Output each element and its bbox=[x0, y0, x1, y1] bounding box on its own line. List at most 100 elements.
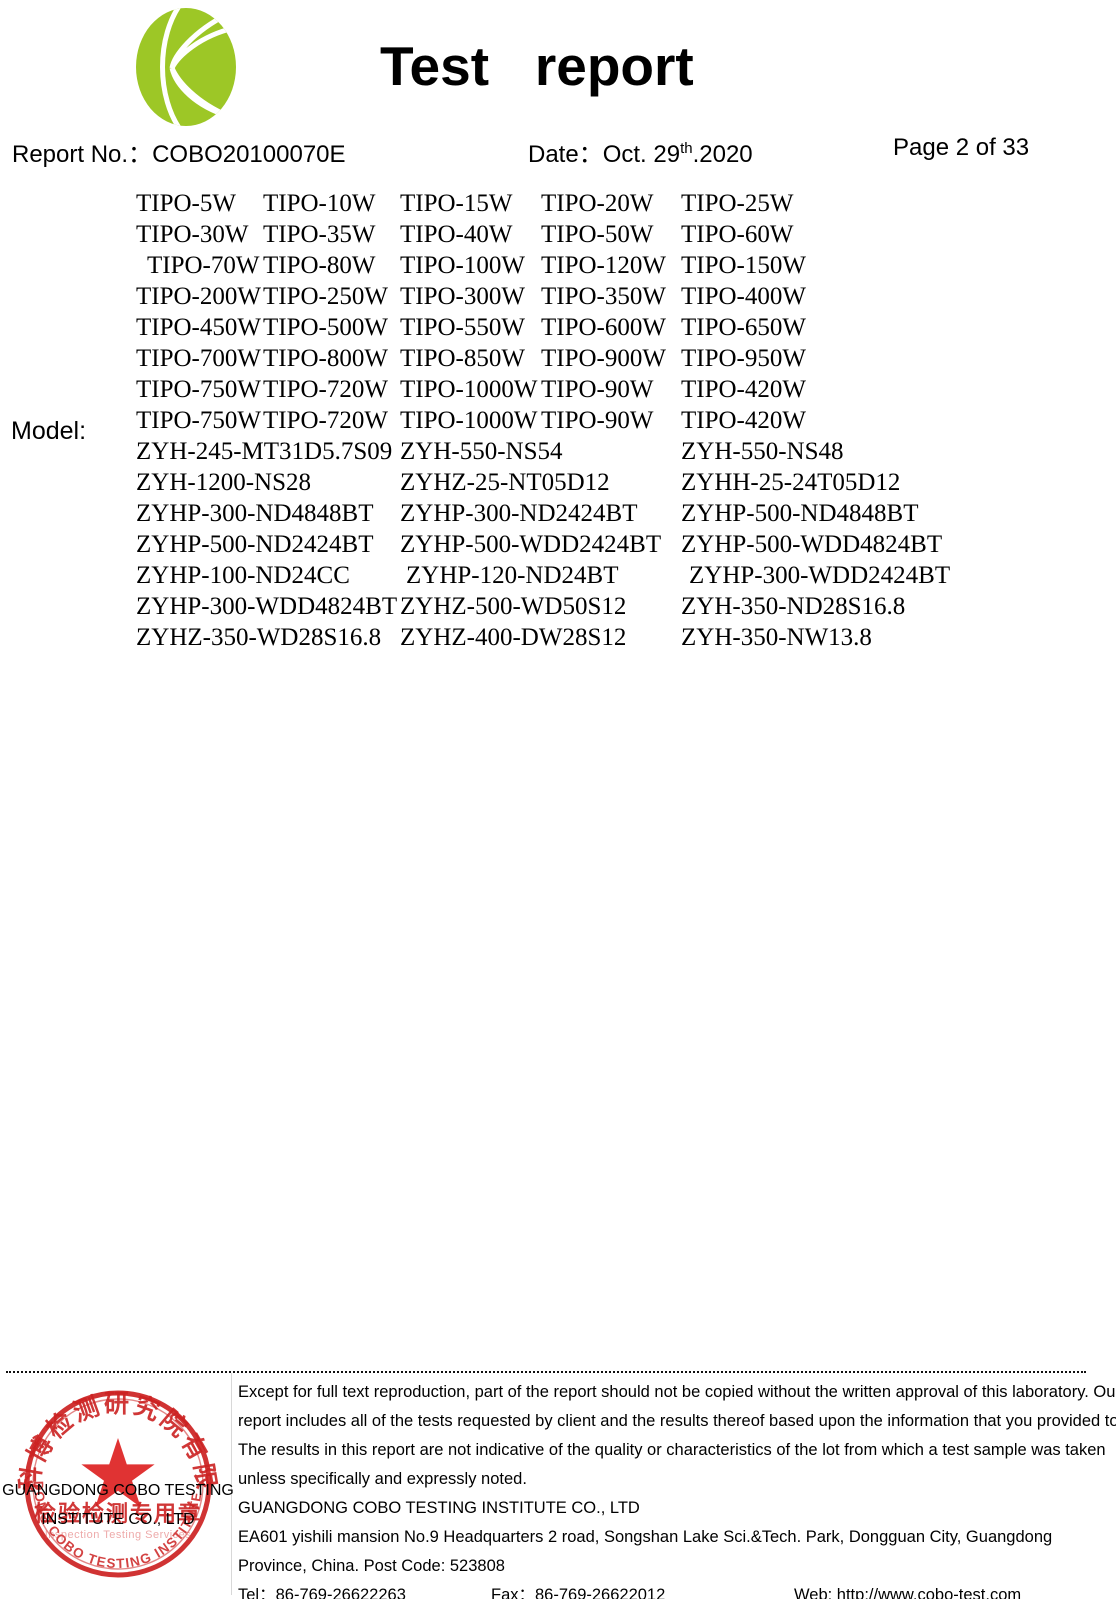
model-code: TIPO-20W bbox=[541, 190, 654, 217]
model-code: TIPO-550W bbox=[400, 314, 525, 341]
model-code: TIPO-250W bbox=[263, 283, 388, 310]
model-code: ZYHP-500-WDD2424BT bbox=[400, 531, 662, 558]
model-code: TIPO-300W bbox=[400, 283, 525, 310]
model-code: ZYH-245-MT31D5.7S09 bbox=[136, 438, 393, 465]
model-code: TIPO-600W bbox=[541, 314, 666, 341]
seal-center-text: 检验检测专用章 bbox=[34, 1501, 202, 1526]
report-date-label: Date： bbox=[528, 141, 603, 168]
model-code: TIPO-750W bbox=[136, 407, 261, 434]
model-row: ZYHZ-350-WD28S16.8 ZYHZ-400-DW28S12 ZYH-35… bbox=[0, 624, 1116, 655]
seal-overlay-line-1: GUANGDONG COBO TESTING bbox=[2, 1482, 234, 1499]
model-code: TIPO-400W bbox=[681, 283, 806, 310]
model-row: ZYHP-100-ND24CC ZYHP-120-ND24BT ZYHP-300-W… bbox=[0, 562, 1116, 593]
seal-overlay-line-2: INSTITUTE CO., LTD bbox=[41, 1511, 195, 1528]
company-address-line-1: EA601 yishili mansion No.9 Headquarters … bbox=[238, 1528, 1053, 1546]
model-code: ZYHP-100-ND24CC bbox=[136, 562, 350, 589]
disclaimer-line: Except for full text reproduction, part … bbox=[238, 1383, 1116, 1401]
cobo-leaf-logo-icon bbox=[122, 6, 250, 128]
model-code: ZYH-350-NW13.8 bbox=[681, 624, 872, 651]
model-code: TIPO-90W bbox=[541, 407, 654, 434]
report-date-value: Oct. 29 bbox=[602, 141, 681, 168]
model-code: ZYHP-500-ND2424BT bbox=[136, 531, 374, 558]
model-row: ZYH-1200-NS28 ZYHZ-25-NT05D12 ZYHH-25-24T0… bbox=[0, 469, 1116, 500]
footer-divider bbox=[6, 1371, 1086, 1373]
model-code: TIPO-420W bbox=[681, 376, 806, 403]
model-code: TIPO-650W bbox=[681, 314, 806, 341]
model-code: TIPO-850W bbox=[400, 345, 525, 372]
model-code: TIPO-350W bbox=[541, 283, 666, 310]
model-code: TIPO-120W bbox=[541, 252, 666, 279]
model-code: ZYH-1200-NS28 bbox=[136, 469, 311, 496]
report-date-year: .2020 bbox=[692, 141, 753, 168]
model-code: TIPO-90W bbox=[541, 376, 654, 403]
model-code: ZYHH-25-24T05D12 bbox=[681, 469, 901, 496]
model-row: TIPO-700W TIPO-800W TIPO-850W TIPO-900W TIPO… bbox=[0, 345, 1116, 376]
page-title: Test report bbox=[380, 35, 694, 97]
contact-fax: Fax：86-769-26622012 bbox=[491, 1586, 666, 1599]
model-code: TIPO-30W bbox=[136, 221, 249, 248]
contact-website[interactable]: Web: http://www.cobo-test.com bbox=[794, 1586, 1022, 1599]
model-code: TIPO-720W bbox=[263, 376, 388, 403]
model-list: TIPO-5W TIPO-10W TIPO-15W TIPO-20W TIPO-25W T… bbox=[0, 190, 1116, 655]
model-code: ZYHP-500-WDD4824BT bbox=[681, 531, 943, 558]
model-code: ZYHZ-25-NT05D12 bbox=[400, 469, 610, 496]
model-row: TIPO-200W TIPO-250W TIPO-300W TIPO-350W TIPO… bbox=[0, 283, 1116, 314]
model-code: TIPO-1000W bbox=[400, 407, 538, 434]
report-meta-line: Report No.：COBO20100070E Date：Oct. 29th.… bbox=[0, 134, 1116, 174]
model-row: ZYHP-500-ND2424BT ZYHP-500-WDD2424BT ZYHP-… bbox=[0, 531, 1116, 562]
model-label: Model: bbox=[11, 417, 87, 445]
model-code: ZYHZ-400-DW28S12 bbox=[400, 624, 627, 651]
model-code: TIPO-720W bbox=[263, 407, 388, 434]
page-indicator: Page 2 of 33 bbox=[893, 134, 1030, 161]
footer-left-border bbox=[231, 1373, 232, 1595]
report-number-value: COBO20100070E bbox=[152, 141, 346, 168]
model-code: TIPO-100W bbox=[400, 252, 525, 279]
model-code: ZYH-550-NS54 bbox=[400, 438, 563, 465]
model-row: ZYHP-300-WDD4824BT ZYHZ-500-WD50S12 ZYH-35… bbox=[0, 593, 1116, 624]
contact-telephone: Tel：86-769-26622263 bbox=[238, 1586, 406, 1599]
company-red-seal-icon: 广东科博检测研究院有限公司 GUANGDONG COBO TESTING INS… bbox=[2, 1380, 234, 1588]
model-code: TIPO-60W bbox=[681, 221, 794, 248]
model-code: ZYHZ-350-WD28S16.8 bbox=[136, 624, 382, 651]
model-code: TIPO-70W bbox=[147, 252, 260, 279]
report-number: Report No.：COBO20100070E bbox=[12, 134, 346, 169]
report-number-label: Report No.： bbox=[12, 141, 153, 168]
model-code: ZYH-350-ND28S16.8 bbox=[681, 593, 906, 620]
disclaimer-line: The results in this report are not indic… bbox=[238, 1441, 1106, 1459]
model-row: TIPO-70W TIPO-80W TIPO-100W TIPO-120W TIPO-1… bbox=[0, 252, 1116, 283]
model-code: TIPO-1000W bbox=[400, 376, 538, 403]
model-row: ZYH-245-MT31D5.7S09 ZYH-550-NS54 ZYH-550-N… bbox=[0, 438, 1116, 469]
model-row: TIPO-30W TIPO-35W TIPO-40W TIPO-50W TIPO-60W bbox=[0, 221, 1116, 252]
model-code: TIPO-5W bbox=[136, 190, 236, 217]
model-code: TIPO-800W bbox=[263, 345, 388, 372]
model-code: TIPO-450W bbox=[136, 314, 261, 341]
model-row: TIPO-5W TIPO-10W TIPO-15W TIPO-20W TIPO-25W bbox=[0, 190, 1116, 221]
model-code: ZYHZ-500-WD50S12 bbox=[400, 593, 627, 620]
footer-content: Except for full text reproduction, part … bbox=[238, 1378, 1116, 1599]
model-code: TIPO-15W bbox=[400, 190, 513, 217]
model-code: ZYHP-300-ND4848BT bbox=[136, 500, 374, 527]
seal-overlay-company-text: GUANGDONG COBO TESTING INSTITUTE CO., LT… bbox=[0, 1476, 242, 1534]
model-code: TIPO-50W bbox=[541, 221, 654, 248]
seal-center-sub-text: Inspection Testing Services bbox=[45, 1529, 192, 1541]
model-code: ZYHP-300-WDD4824BT bbox=[136, 593, 398, 620]
model-code: TIPO-750W bbox=[136, 376, 261, 403]
model-code: ZYHP-500-ND4848BT bbox=[681, 500, 919, 527]
model-code: ZYHP-300-WDD2424BT bbox=[689, 562, 951, 589]
model-code: ZYHP-300-ND2424BT bbox=[400, 500, 638, 527]
disclaimer-line: report includes all of the tests request… bbox=[238, 1412, 1116, 1430]
contact-row: Tel：86-769-26622263 Fax：86-769-26622012 … bbox=[238, 1581, 1098, 1599]
model-code: TIPO-80W bbox=[263, 252, 376, 279]
model-row: TIPO-750W TIPO-720W TIPO-1000W TIPO-90W TIPO… bbox=[0, 407, 1116, 438]
model-code: TIPO-700W bbox=[136, 345, 261, 372]
model-code: TIPO-150W bbox=[681, 252, 806, 279]
model-code: ZYH-550-NS48 bbox=[681, 438, 844, 465]
model-row: TIPO-750W TIPO-720W TIPO-1000W TIPO-90W TIPO… bbox=[0, 376, 1116, 407]
seal-star-icon bbox=[81, 1438, 155, 1508]
model-code: TIPO-900W bbox=[541, 345, 666, 372]
model-code: TIPO-200W bbox=[136, 283, 261, 310]
model-code: TIPO-950W bbox=[681, 345, 806, 372]
model-row: TIPO-450W TIPO-500W TIPO-550W TIPO-600W TIPO… bbox=[0, 314, 1116, 345]
disclaimer-line: unless specifically and expressly noted. bbox=[238, 1470, 527, 1488]
